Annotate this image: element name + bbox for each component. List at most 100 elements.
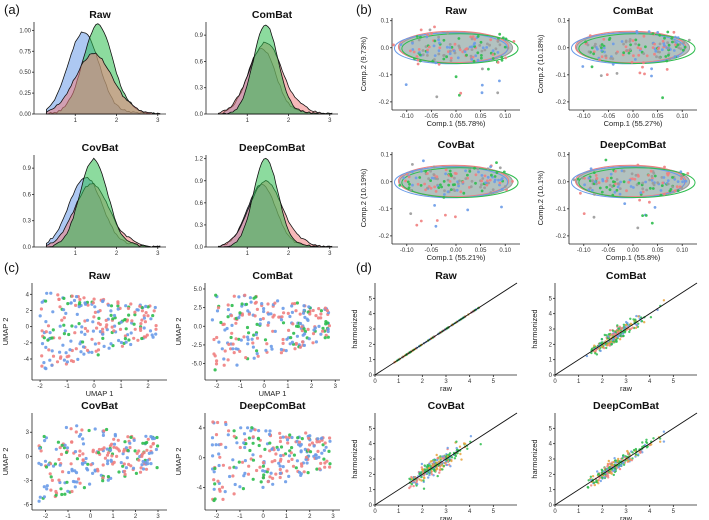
umap-point	[269, 471, 273, 475]
pca-point	[504, 37, 508, 41]
pca-point	[593, 180, 597, 184]
umap-point	[89, 463, 93, 467]
umap-point	[50, 363, 54, 367]
umap-point	[78, 481, 82, 485]
pca-point	[454, 215, 457, 219]
pca-point	[620, 40, 624, 43]
pca-point	[426, 54, 429, 57]
x-tick-label: 1	[74, 251, 78, 257]
umap-point	[93, 468, 97, 472]
pca-point	[630, 60, 634, 64]
pca-plot-covbat: CovBat -0.10 -0.05 0.00 0.05 0.10 0.1 0.0 -0.1 -0…	[359, 139, 520, 262]
x-tick-label: -0.05	[425, 114, 439, 120]
umap-point	[129, 342, 133, 347]
umap-point	[133, 449, 137, 453]
umap-point	[237, 337, 241, 341]
umap-plot-combat: ComBat -2 -1 0 1 2 3 5.0 2.5 0.0 -2.5 -5.0 UMAP 1 UMA…	[174, 270, 340, 398]
subplot-title: ComBat	[613, 5, 654, 17]
umap-point	[62, 358, 66, 362]
umap-point	[324, 445, 328, 449]
umap-point	[92, 315, 96, 319]
pca-point	[659, 193, 663, 197]
umap-point	[284, 480, 288, 484]
umap-point	[153, 305, 157, 310]
umap-point	[219, 442, 223, 446]
harmonized-point	[613, 457, 616, 460]
umap-point	[45, 487, 49, 491]
pca-point	[437, 52, 441, 56]
umap-point	[308, 450, 313, 454]
harmonized-point	[643, 321, 646, 324]
umap-point	[44, 299, 48, 303]
pca-point	[480, 91, 484, 95]
harmonized-point	[600, 471, 604, 474]
pca-point	[471, 35, 475, 39]
density-curve-batch-green	[218, 24, 333, 115]
pca-point	[470, 45, 474, 49]
x-tick-label: 0.00	[627, 114, 639, 120]
harmonized-point	[601, 345, 604, 348]
umap-point	[60, 492, 64, 497]
pca-point	[579, 191, 582, 195]
umap-point	[81, 437, 85, 441]
harmonized-point	[591, 475, 595, 478]
umap-point	[319, 312, 323, 316]
y-tick-label: 3	[369, 457, 373, 463]
pca-point	[609, 172, 613, 176]
umap-point	[40, 342, 45, 346]
umap-point	[58, 336, 62, 340]
pca-point	[411, 41, 414, 45]
pca-point	[424, 169, 428, 173]
pca-point	[479, 185, 482, 189]
pca-point	[636, 163, 640, 167]
pca-point	[667, 53, 670, 57]
umap-point	[118, 327, 123, 331]
x-tick-label: -1	[65, 514, 71, 520]
pca-point	[407, 175, 411, 179]
umap-point	[222, 357, 226, 361]
harmonized-point	[649, 316, 653, 319]
x-tick-label: 0	[262, 514, 266, 520]
umap-point	[308, 434, 312, 438]
confidence-ellipse	[401, 33, 519, 64]
umap-point	[44, 465, 49, 469]
y-axis-label: UMAP 2	[1, 318, 10, 346]
umap-point	[67, 354, 71, 358]
pca-point	[437, 49, 441, 53]
umap-point	[251, 477, 255, 481]
pca-point	[674, 35, 677, 39]
pca-point	[418, 51, 421, 54]
umap-point	[78, 297, 82, 302]
pca-point	[594, 174, 598, 177]
harmonized-point	[418, 472, 422, 475]
umap-point	[295, 459, 299, 463]
harmonized-point	[614, 330, 617, 333]
pca-point	[443, 189, 446, 193]
pca-point	[598, 186, 602, 190]
umap-point	[324, 333, 328, 337]
umap-point	[218, 455, 222, 459]
umap-point	[212, 352, 216, 356]
pca-point	[414, 176, 418, 180]
umap-point	[254, 333, 258, 337]
umap-point	[290, 340, 294, 344]
x-tick-label: 5	[672, 379, 676, 385]
umap-point	[220, 347, 224, 351]
y-tick-label: 0.0	[195, 245, 204, 251]
harmonized-point	[602, 346, 606, 350]
umap-point	[49, 488, 53, 492]
pca-point	[461, 180, 465, 184]
pca-point	[590, 65, 594, 69]
y-tick-label: 4	[199, 426, 203, 432]
pca-point	[449, 49, 452, 53]
umap-point	[229, 314, 234, 318]
pca-point	[637, 174, 640, 178]
subplot-title: Raw	[435, 270, 457, 282]
y-tick-label: 0.25	[19, 91, 31, 97]
harmonized-point	[590, 484, 593, 487]
pca-point	[660, 48, 664, 52]
umap-point	[140, 454, 144, 458]
y-tick-label: 0.6	[195, 201, 204, 207]
umap-point	[137, 458, 141, 462]
x-tick-label: 0.10	[676, 114, 688, 120]
